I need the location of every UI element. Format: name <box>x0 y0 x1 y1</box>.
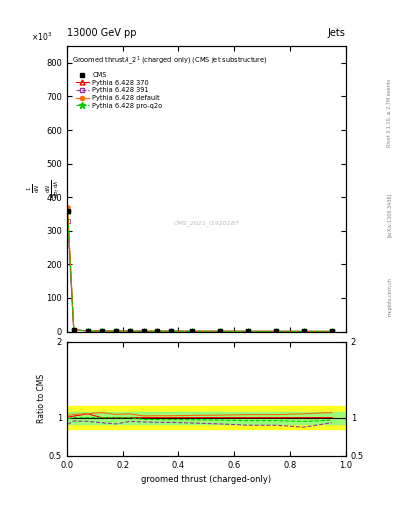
Text: 13000 GeV pp: 13000 GeV pp <box>67 28 136 38</box>
Text: mcplots.cern.ch: mcplots.cern.ch <box>387 278 392 316</box>
Text: Groomed thrust$\lambda\_2^1$ (charged only) (CMS jet substructure): Groomed thrust$\lambda\_2^1$ (charged on… <box>72 55 268 68</box>
Y-axis label: Ratio to CMS: Ratio to CMS <box>37 374 46 423</box>
Text: CMS_2021_I1920187: CMS_2021_I1920187 <box>173 220 239 226</box>
Text: Jets: Jets <box>328 28 346 38</box>
Legend: CMS, Pythia 6.428 370, Pythia 6.428 391, Pythia 6.428 default, Pythia 6.428 pro-: CMS, Pythia 6.428 370, Pythia 6.428 391,… <box>73 70 165 112</box>
Y-axis label: $\frac{1}{\mathrm{d}N}$
$\frac{\mathrm{d}N}{\mathrm{d}p_T\,\mathrm{d}\lambda}$: $\frac{1}{\mathrm{d}N}$ $\frac{\mathrm{d… <box>26 180 61 198</box>
X-axis label: groomed thrust (charged-only): groomed thrust (charged-only) <box>141 475 272 484</box>
Text: $\times10^3$: $\times10^3$ <box>31 31 52 43</box>
Text: Rivet 3.1.10, ≥ 2.7M events: Rivet 3.1.10, ≥ 2.7M events <box>387 78 392 147</box>
Text: [arXiv:1306.3436]: [arXiv:1306.3436] <box>387 193 392 237</box>
